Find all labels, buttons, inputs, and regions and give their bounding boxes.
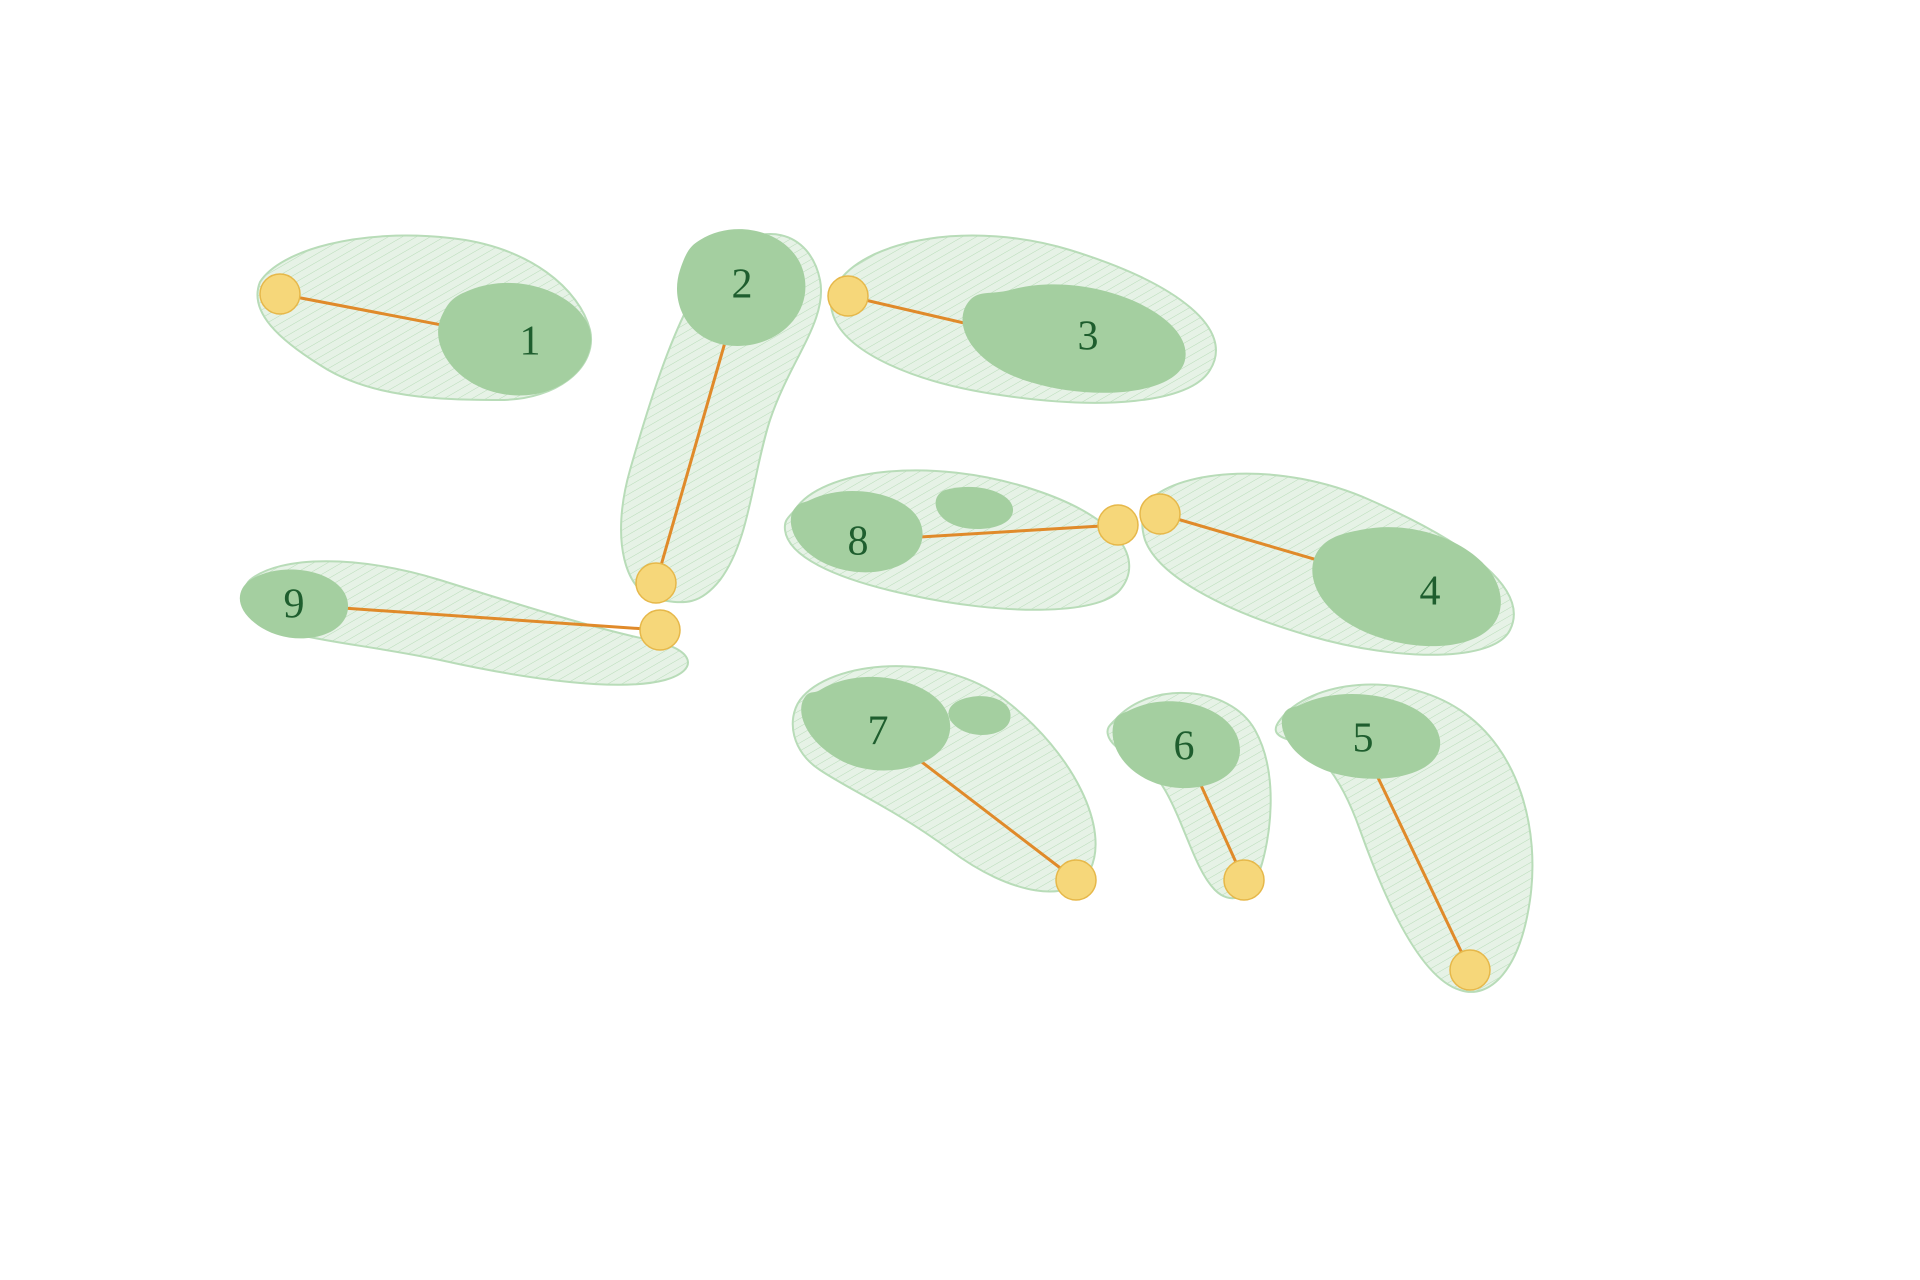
- tee-marker-7: [1056, 860, 1096, 900]
- hole-label-3: 3: [1078, 314, 1099, 360]
- hole-label-6: 6: [1174, 724, 1195, 770]
- hole-label-4: 4: [1420, 569, 1441, 615]
- tee-marker-4: [1140, 494, 1180, 534]
- tee-marker-2: [636, 563, 676, 603]
- hole-label-9: 9: [284, 582, 305, 628]
- hole-label-2: 2: [732, 262, 753, 308]
- golf-course-diagram: 1 2 3 4 5 6 7 8 9: [0, 0, 1920, 1280]
- hole-label-7: 7: [868, 709, 889, 755]
- tee-marker-8: [1098, 505, 1138, 545]
- tee-marker-3: [828, 276, 868, 316]
- hole-label-8: 8: [848, 519, 869, 565]
- hole-label-5: 5: [1353, 716, 1374, 762]
- tee-marker-5: [1450, 950, 1490, 990]
- tee-marker-6: [1224, 860, 1264, 900]
- tee-marker-1: [260, 274, 300, 314]
- tee-marker-9: [640, 610, 680, 650]
- hole-label-1: 1: [520, 319, 541, 365]
